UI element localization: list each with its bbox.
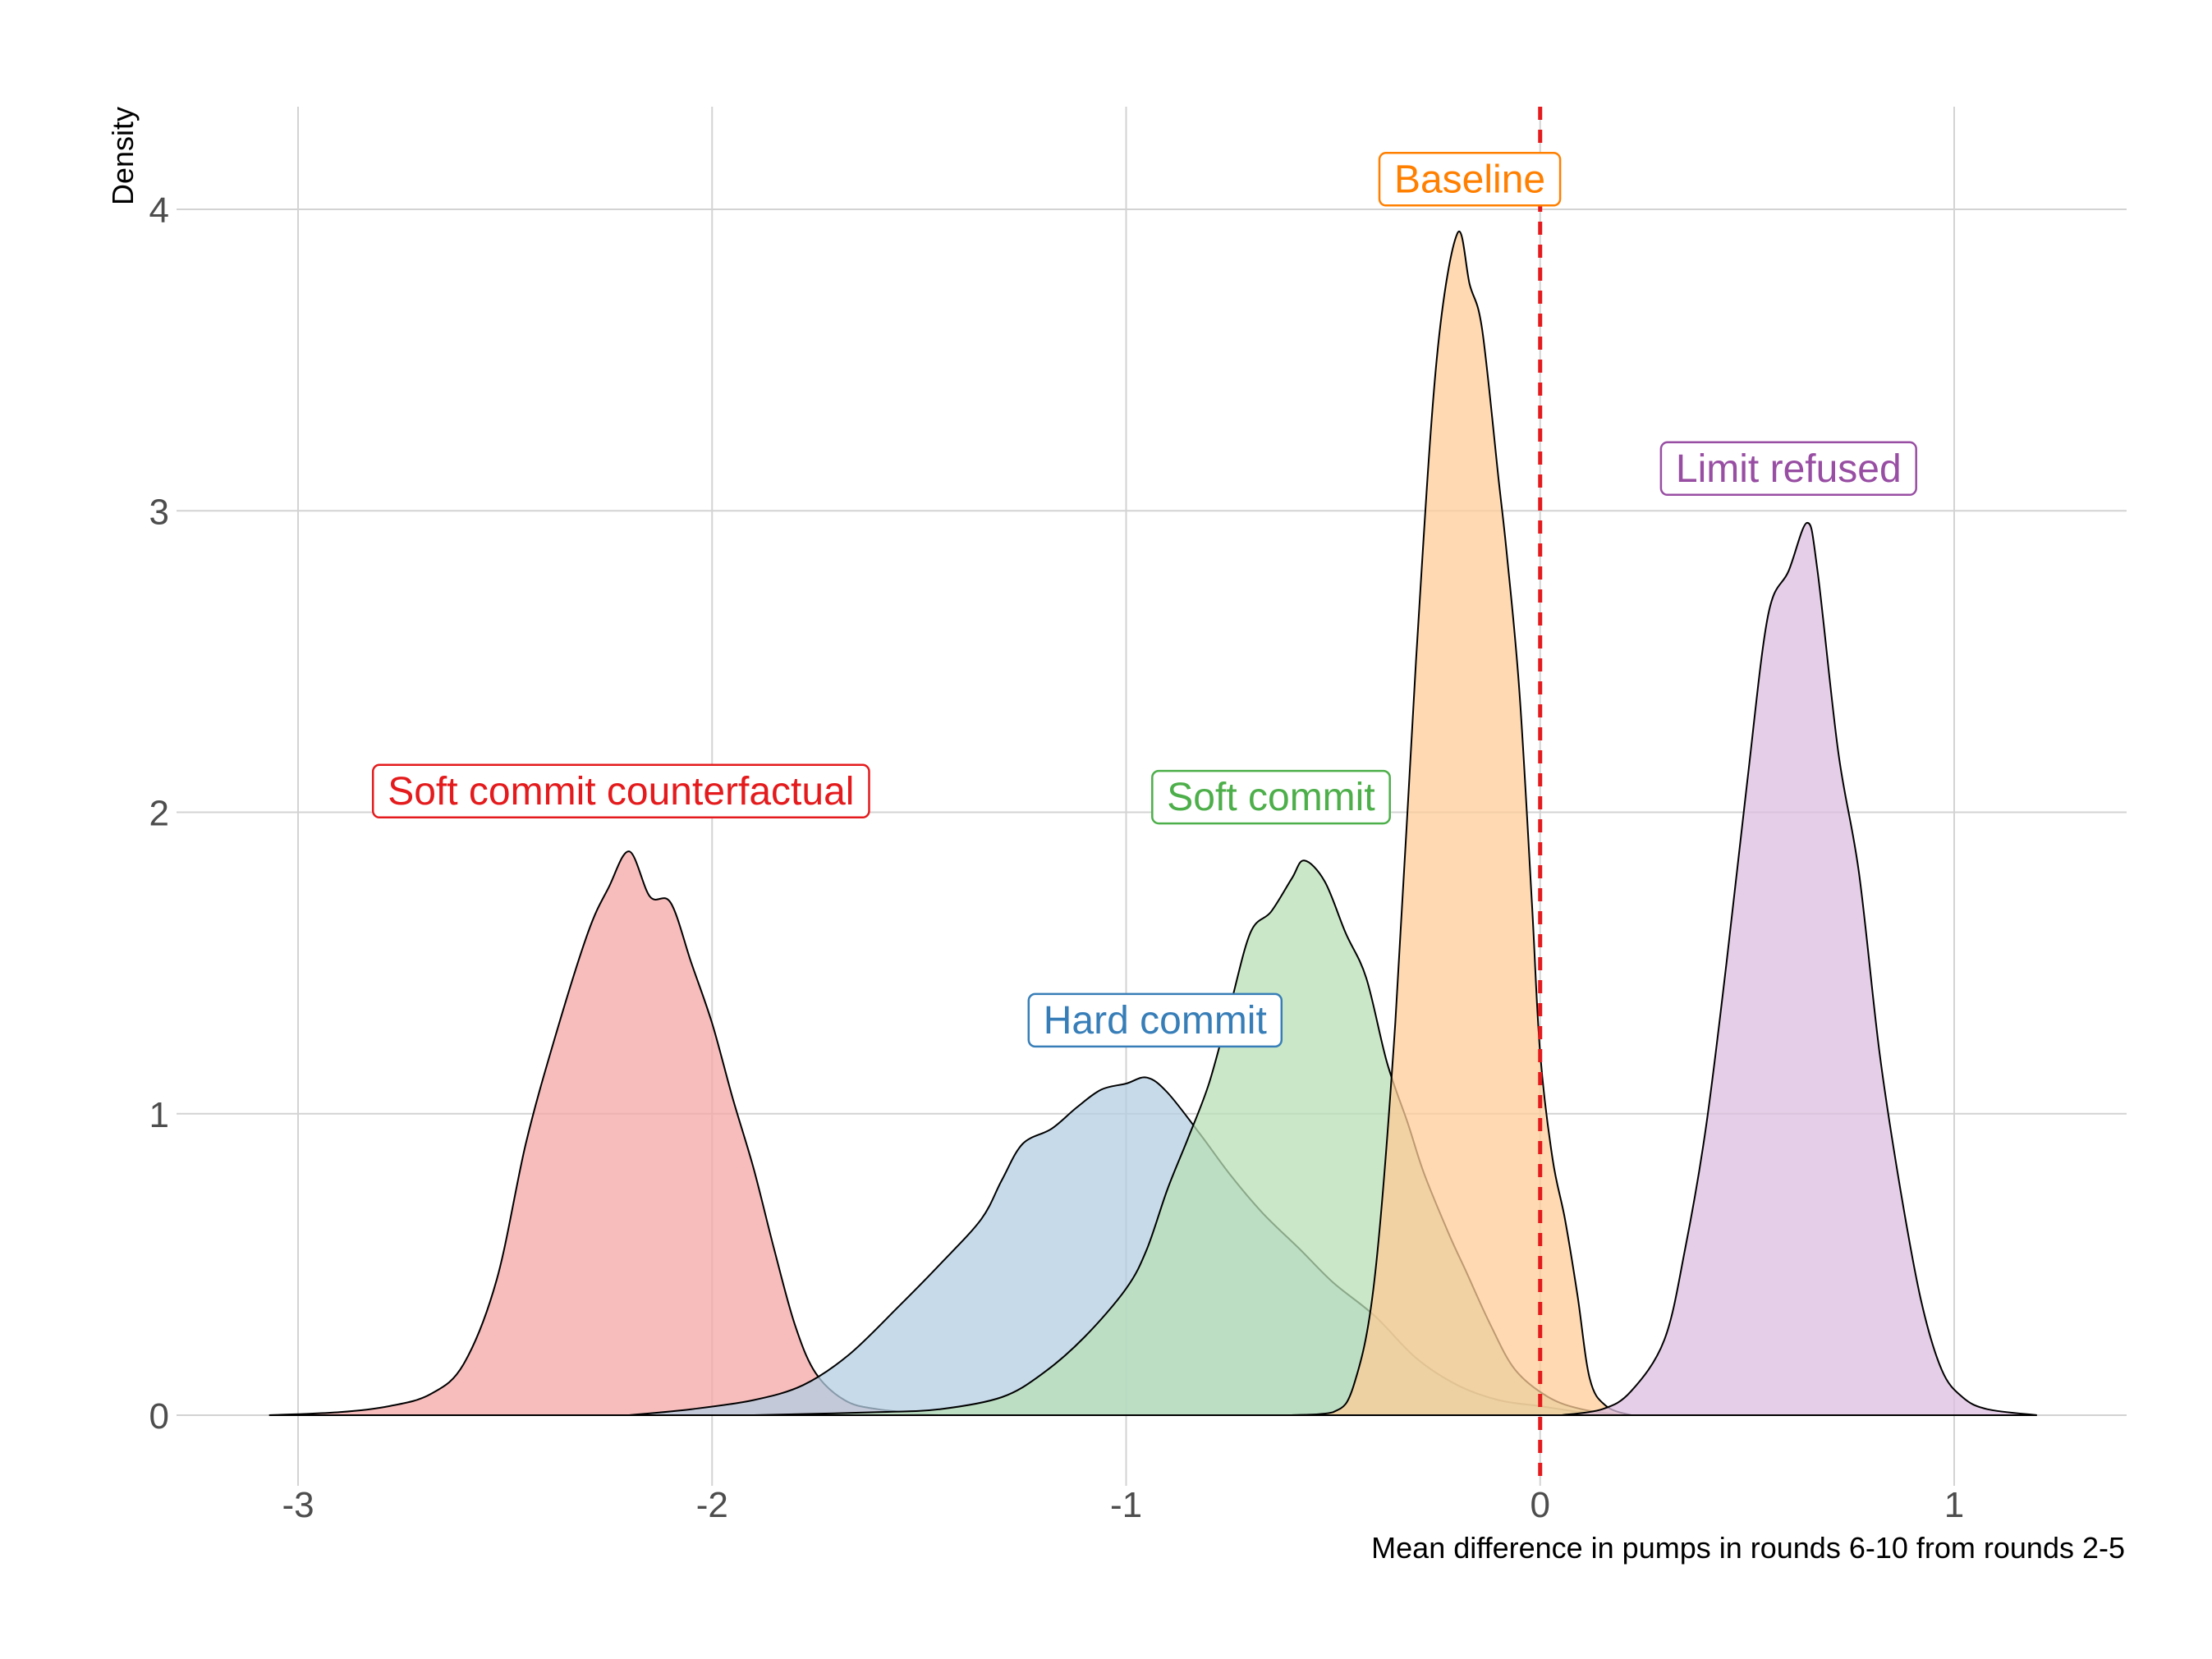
- y-tick-label: 3: [149, 492, 169, 532]
- series-label-text: Hard commit: [1044, 999, 1267, 1043]
- series-label-box: [1027, 992, 1283, 1048]
- x-axis-title: Mean difference in pumps in rounds 6-10 …: [1371, 1531, 2125, 1565]
- density-areas: [268, 230, 2037, 1416]
- x-tick-label: -3: [282, 1485, 314, 1525]
- series-label-box: [1659, 441, 1917, 497]
- x-tick-label: -1: [1110, 1485, 1142, 1525]
- density-area-baseline: [1292, 230, 1632, 1416]
- y-tick-label: 2: [149, 794, 169, 834]
- series-label-soft-commit-counterfactual: Soft commit counterfactual: [371, 763, 870, 819]
- series-label-text: Baseline: [1394, 158, 1545, 201]
- y-tick-label: 4: [149, 190, 169, 231]
- series-label-text: Limit refused: [1676, 447, 1902, 491]
- series-label-hard-commit: Hard commit: [1027, 992, 1283, 1048]
- series-label-limit-refused: Limit refused: [1659, 441, 1917, 497]
- tick-labels: -3 -2 -1 0 1 0 1 2 3 4: [149, 190, 1965, 1525]
- density-area-soft-commit-counterfactual: [268, 850, 940, 1416]
- series-label-soft-commit: Soft commit: [1151, 769, 1391, 825]
- series-label-box: [371, 763, 870, 819]
- y-tick-label: 1: [149, 1095, 169, 1135]
- series-label-text: Soft commit counterfactual: [388, 770, 854, 813]
- series-label-text: Soft commit: [1167, 776, 1374, 819]
- series-label-box: [1378, 152, 1562, 207]
- y-tick-label: 0: [149, 1396, 169, 1437]
- series-label-box: [1151, 769, 1391, 825]
- series-label-baseline: Baseline: [1378, 152, 1562, 207]
- x-tick-label: 0: [1531, 1485, 1550, 1525]
- x-tick-label: -2: [696, 1485, 728, 1525]
- y-axis-title: Density: [106, 107, 140, 205]
- series-labels: Soft commit counterfactual Hard commit Sof…: [371, 152, 1917, 1048]
- x-tick-label: 1: [1944, 1485, 1964, 1525]
- density-area-limit-refused: [1560, 521, 2037, 1416]
